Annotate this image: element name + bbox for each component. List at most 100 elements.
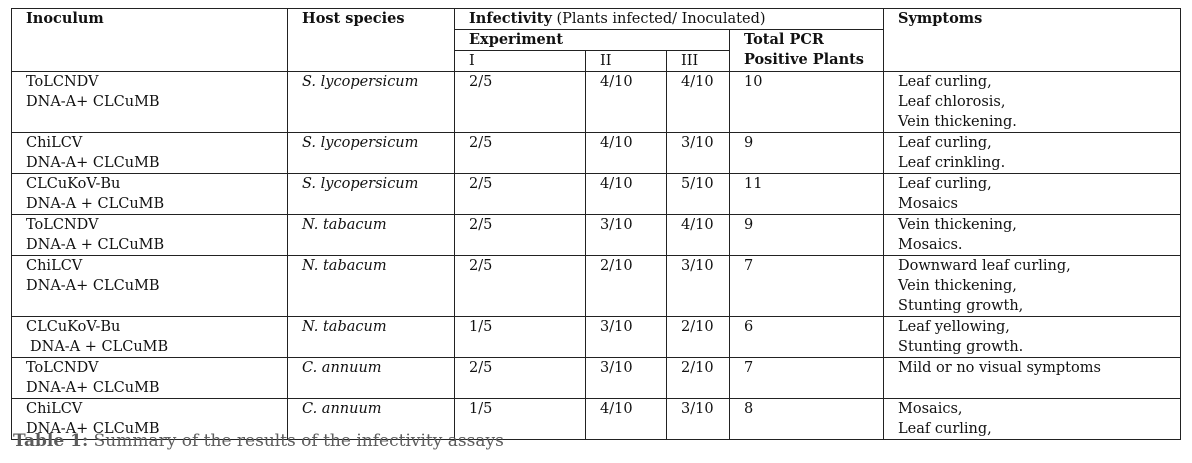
experiment-iii-cell: 5/10 (666, 173, 730, 215)
inoculum-cell: ChiLCV DNA-A+ CLCuMB (11, 255, 288, 317)
inoculum-line: DNA-A+ CLCuMB (26, 380, 160, 396)
header-col-iii: III (666, 50, 730, 72)
symptom-line: Vein thickening. (898, 114, 1017, 130)
symptoms-cell: Downward leaf curling, Vein thickening, St… (883, 255, 1182, 317)
header-total-pcr: Total PCR Positive Plants (728, 29, 885, 72)
inoculum-line: ChiLCV (26, 401, 83, 417)
inoculum-line: DNA-A+ CLCuMB (26, 94, 160, 110)
inoculum-line: ToLCNDV (26, 360, 99, 376)
symptom-line: Stunting growth, (898, 298, 1024, 314)
experiment-i-cell: 1/5 (454, 316, 586, 358)
inoculum-line: ChiLCV (26, 258, 83, 274)
caption-label: Table 1: (13, 431, 89, 451)
experiment-iii-cell: 4/10 (666, 214, 730, 256)
inoculum-line: DNA-A + CLCuMB (30, 339, 169, 355)
experiment-i-cell: 1/5 (454, 398, 586, 440)
table-row: ChiLCV DNA-A+ CLCuMB S. lycopersicum 2/5 4/1… (11, 132, 1182, 174)
inoculum-line: CLCuKoV-Bu (26, 176, 121, 192)
experiment-i-cell: 2/5 (454, 214, 586, 256)
symptoms-cell: Leaf yellowing, Stunting growth. (883, 316, 1182, 358)
experiment-i-cell: 2/5 (454, 132, 586, 174)
inoculum-line: ToLCNDV (26, 74, 99, 90)
symptoms-cell: Mild or no visual symptoms (883, 357, 1182, 399)
table-row: ToLCNDV DNA-A+ CLCuMB S. lycopersicum 2/5 4/… (11, 71, 1182, 133)
symptom-line: Leaf crinkling. (898, 155, 1006, 171)
experiment-ii-cell: 4/10 (585, 71, 667, 133)
symptom-line: Leaf curling, (898, 421, 992, 437)
inoculum-line: DNA-A+ CLCuMB (26, 421, 160, 437)
header-total-pcr-line2: Positive Plants (744, 51, 864, 68)
total-pcr-cell: 9 (728, 132, 885, 174)
host-species-cell: C. annuum (287, 398, 455, 440)
table-row: ToLCNDV DNA-A+ CLCuMB C. annuum 2/5 3/10 2/10… (11, 357, 1182, 399)
header-experiment: Experiment (454, 29, 730, 51)
inoculum-cell: ToLCNDV DNA-A+ CLCuMB (11, 71, 288, 133)
symptoms-cell: Leaf curling, Leaf crinkling. (883, 132, 1182, 174)
experiment-ii-cell: 4/10 (585, 173, 667, 215)
total-pcr-cell: 11 (728, 173, 885, 215)
inoculum-line: DNA-A + CLCuMB (26, 237, 165, 253)
inoculum-line: CLCuKoV-Bu (26, 319, 121, 335)
experiment-iii-cell: 2/10 (666, 357, 730, 399)
experiment-ii-cell: 4/10 (585, 398, 667, 440)
experiment-i-cell: 2/5 (454, 173, 586, 215)
symptom-line: Leaf curling, (898, 176, 992, 192)
total-pcr-cell: 7 (728, 255, 885, 317)
experiment-iii-cell: 3/10 (666, 255, 730, 317)
host-species-cell: S. lycopersicum (287, 173, 455, 215)
symptom-line: Mosaics, (898, 401, 963, 417)
infectivity-table: Inoculum Host species Infectivity (Plant… (11, 8, 1182, 440)
host-species-cell: C. annuum (287, 357, 455, 399)
table-row: CLCuKoV-Bu DNA-A + CLCuMB S. lycopersicum 2… (11, 173, 1182, 215)
symptom-line: Mosaics (898, 196, 958, 212)
header-host-species: Host species (287, 8, 455, 72)
experiment-i-cell: 2/5 (454, 71, 586, 133)
symptoms-cell: Leaf curling, Mosaics (883, 173, 1182, 215)
symptom-line: Vein thickening, (898, 217, 1017, 233)
host-species-cell: S. lycopersicum (287, 132, 455, 174)
experiment-iii-cell: 3/10 (666, 398, 730, 440)
host-species-cell: S. lycopersicum (287, 71, 455, 133)
symptom-line: Leaf curling, (898, 135, 992, 151)
inoculum-cell: CLCuKoV-Bu DNA-A + CLCuMB (11, 316, 288, 358)
experiment-iii-cell: 3/10 (666, 132, 730, 174)
symptoms-cell: Vein thickening, Mosaics. (883, 214, 1182, 256)
total-pcr-cell: 10 (728, 71, 885, 133)
table-row: ChiLCV DNA-A+ CLCuMB C. annuum 1/5 4/10 3/10 8… (11, 398, 1182, 440)
symptoms-cell: Leaf curling, Leaf chlorosis, Vein thicken… (883, 71, 1182, 133)
inoculum-line: ToLCNDV (26, 217, 99, 233)
inoculum-line: DNA-A + CLCuMB (26, 196, 165, 212)
header-infectivity: Infectivity (Plants infected/ Inoculated… (453, 8, 885, 30)
inoculum-cell: ChiLCV DNA-A+ CLCuMB (11, 398, 288, 440)
total-pcr-cell: 7 (728, 357, 885, 399)
inoculum-cell: ToLCNDV DNA-A+ CLCuMB (11, 357, 288, 399)
header-col-ii: II (585, 50, 667, 72)
total-pcr-cell: 9 (728, 214, 885, 256)
table-row: ToLCNDV DNA-A + CLCuMB N. tabacum 2/5 3/10 4/… (11, 214, 1182, 256)
experiment-i-cell: 2/5 (454, 255, 586, 317)
host-species-cell: N. tabacum (287, 255, 455, 317)
symptom-line: Mild or no visual symptoms (898, 360, 1101, 376)
symptoms-cell: Mosaics, Leaf curling, (883, 398, 1182, 440)
symptom-line: Stunting growth. (898, 339, 1024, 355)
experiment-ii-cell: 3/10 (585, 214, 667, 256)
inoculum-line: DNA-A+ CLCuMB (26, 155, 160, 171)
host-species-cell: N. tabacum (287, 214, 455, 256)
header-col-i: I (454, 50, 586, 72)
experiment-ii-cell: 2/10 (585, 255, 667, 317)
experiment-iii-cell: 4/10 (666, 71, 730, 133)
header-total-pcr-line1: Total PCR (744, 31, 824, 48)
header-infectivity-bold: Infectivity (469, 10, 552, 27)
table-row: ChiLCV DNA-A+ CLCuMB N. tabacum 2/5 2/10 3/10… (11, 255, 1182, 317)
table-caption: Table 1: Summary of the results of the i… (13, 431, 504, 451)
inoculum-line: ChiLCV (26, 135, 83, 151)
experiment-iii-cell: 2/10 (666, 316, 730, 358)
total-pcr-cell: 6 (728, 316, 885, 358)
caption-text: Summary of the results of the infectivit… (88, 431, 504, 451)
inoculum-cell: CLCuKoV-Bu DNA-A + CLCuMB (11, 173, 288, 215)
total-pcr-cell: 8 (728, 398, 885, 440)
header-symptoms: Symptoms (883, 8, 1182, 72)
experiment-ii-cell: 3/10 (585, 357, 667, 399)
symptom-line: Leaf yellowing, (898, 319, 1010, 335)
symptom-line: Vein thickening, (898, 278, 1017, 294)
